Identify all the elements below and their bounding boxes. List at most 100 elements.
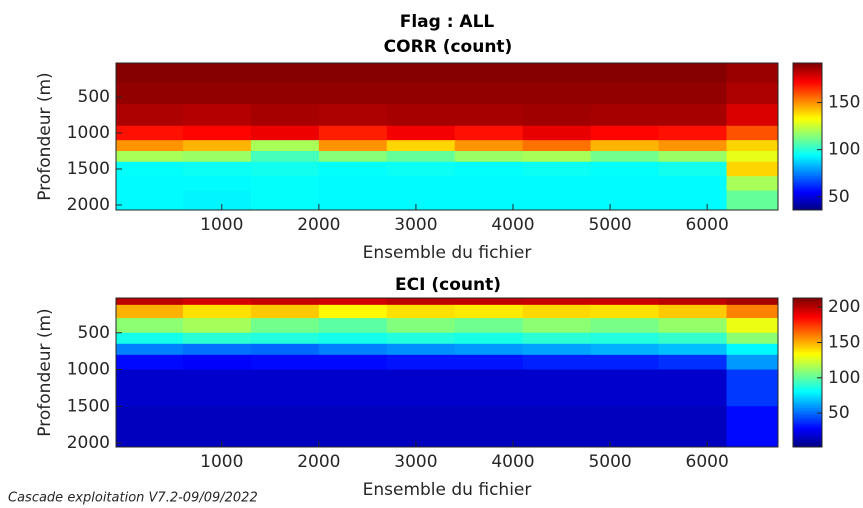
colorbar-strip: [793, 184, 822, 188]
heat-cell: [590, 150, 660, 163]
colorbar-strip: [793, 304, 822, 308]
colorbar-tick-label: 50: [828, 403, 850, 423]
colorbar-frame: [792, 62, 823, 211]
heat-cell: [250, 104, 320, 127]
colorbar-strip: [793, 353, 822, 357]
figure-title: Flag : ALL: [400, 12, 495, 32]
heat-cell: [116, 125, 184, 141]
colorbar-strip: [793, 138, 822, 142]
colorbar-strip: [793, 189, 822, 193]
heat-cell: [250, 406, 320, 448]
heat-cell: [522, 63, 592, 84]
heat-cell: [590, 161, 660, 177]
heat-cell: [658, 176, 728, 192]
heat-cell: [590, 304, 660, 319]
colorbar-strip: [793, 129, 822, 133]
plot-frame: [115, 297, 779, 448]
colorbar-strip: [793, 370, 822, 373]
y-tick-label: 1000: [67, 123, 110, 143]
colorbar-strip: [793, 170, 822, 174]
colorbar-strip: [793, 398, 822, 401]
heat-cell: [318, 150, 388, 163]
heat-cell: [250, 354, 320, 371]
heat-cell: [590, 63, 660, 84]
heat-cell: [454, 298, 524, 306]
colorbar-strip: [793, 92, 822, 96]
heat-cell: [182, 406, 252, 448]
colorbar-strip: [793, 173, 822, 177]
colorbar-strip: [793, 400, 822, 404]
heat-cell: [250, 150, 320, 163]
colorbar-strip: [793, 335, 822, 339]
colorbar-strip: [793, 421, 822, 425]
colorbar-strip: [793, 161, 822, 165]
colorbar-strip: [793, 367, 822, 371]
heat-cell: [182, 104, 252, 127]
heat-cell: [726, 406, 779, 448]
heat-cell: [726, 354, 779, 371]
colorbar-strip: [793, 106, 822, 110]
heat-cell: [726, 150, 779, 163]
colorbar-strip: [793, 72, 822, 75]
heat-cell: [250, 332, 320, 345]
colorbar-strip: [793, 337, 822, 341]
colorbar-strip: [793, 323, 822, 327]
heat-cell: [116, 304, 184, 319]
heat-cell: [454, 354, 524, 371]
heat-cell: [116, 354, 184, 371]
colorbar-strip: [793, 328, 822, 332]
colorbar-strip: [793, 145, 822, 149]
colorbar-strip: [793, 381, 822, 385]
colorbar-strip: [793, 187, 822, 190]
colorbar-strip: [793, 365, 822, 369]
heat-cell: [182, 63, 252, 84]
heat-cell: [318, 63, 388, 84]
heat-cell: [658, 369, 728, 407]
colorbar-tick-label: 200: [828, 297, 860, 317]
colorbar-strip: [793, 141, 822, 144]
heat-cell: [182, 176, 252, 192]
colorbar-strip: [793, 95, 822, 98]
colorbar-strip: [793, 102, 822, 105]
colorbar-tick-label: 50: [828, 187, 850, 207]
colorbar-strip: [793, 372, 822, 376]
heat-cell: [454, 332, 524, 345]
heat-cell: [590, 332, 660, 345]
x-tick-label: 6000: [686, 452, 729, 472]
colorbar-strip: [793, 113, 822, 117]
colorbar-strip: [793, 435, 822, 439]
colorbar-strip: [793, 157, 822, 160]
heat-cell: [658, 190, 728, 211]
colorbar-strip: [793, 339, 822, 343]
heat-cell: [318, 125, 388, 141]
colorbar-strip: [793, 311, 822, 315]
heat-cell: [386, 190, 456, 211]
colorbar-strip: [793, 388, 822, 392]
colorbar-strip: [793, 191, 822, 195]
heat-cell: [726, 176, 779, 192]
colorbar-strip: [793, 118, 822, 121]
heat-cell: [318, 176, 388, 192]
colorbar-strip: [793, 409, 822, 413]
heat-cell: [250, 161, 320, 177]
heat-cell: [658, 82, 728, 105]
heat-cell: [116, 332, 184, 345]
heat-cell: [590, 318, 660, 334]
x-tick-label: 5000: [588, 215, 631, 235]
x-tick-label: 4000: [491, 215, 534, 235]
colorbar-strip: [793, 180, 822, 183]
colorbar-strip: [793, 405, 822, 408]
heat-cell: [318, 190, 388, 211]
heat-cell: [454, 125, 524, 141]
heat-cell: [318, 82, 388, 105]
heat-cell: [658, 343, 728, 356]
colorbar-strip: [793, 414, 822, 418]
colorbar-strip: [793, 437, 822, 441]
heat-cell: [454, 406, 524, 448]
heat-cell: [454, 343, 524, 356]
heat-cell: [116, 318, 184, 334]
heat-cell: [590, 176, 660, 192]
heat-cell: [182, 318, 252, 334]
colorbar-strip: [793, 430, 822, 434]
